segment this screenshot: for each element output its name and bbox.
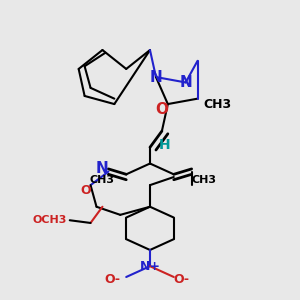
Text: N: N [150,70,162,85]
Text: H: H [159,138,170,152]
Text: O: O [155,102,168,117]
Text: N: N [179,75,192,90]
Text: CH3: CH3 [192,175,217,185]
Text: OCH3: OCH3 [32,215,67,225]
Text: CH3: CH3 [89,175,114,185]
Text: CH3: CH3 [203,98,232,111]
Text: O-: O- [174,273,190,286]
Text: O-: O- [104,273,120,286]
Text: N: N [96,161,108,176]
Text: N+: N+ [140,260,160,273]
Text: O: O [80,184,91,197]
